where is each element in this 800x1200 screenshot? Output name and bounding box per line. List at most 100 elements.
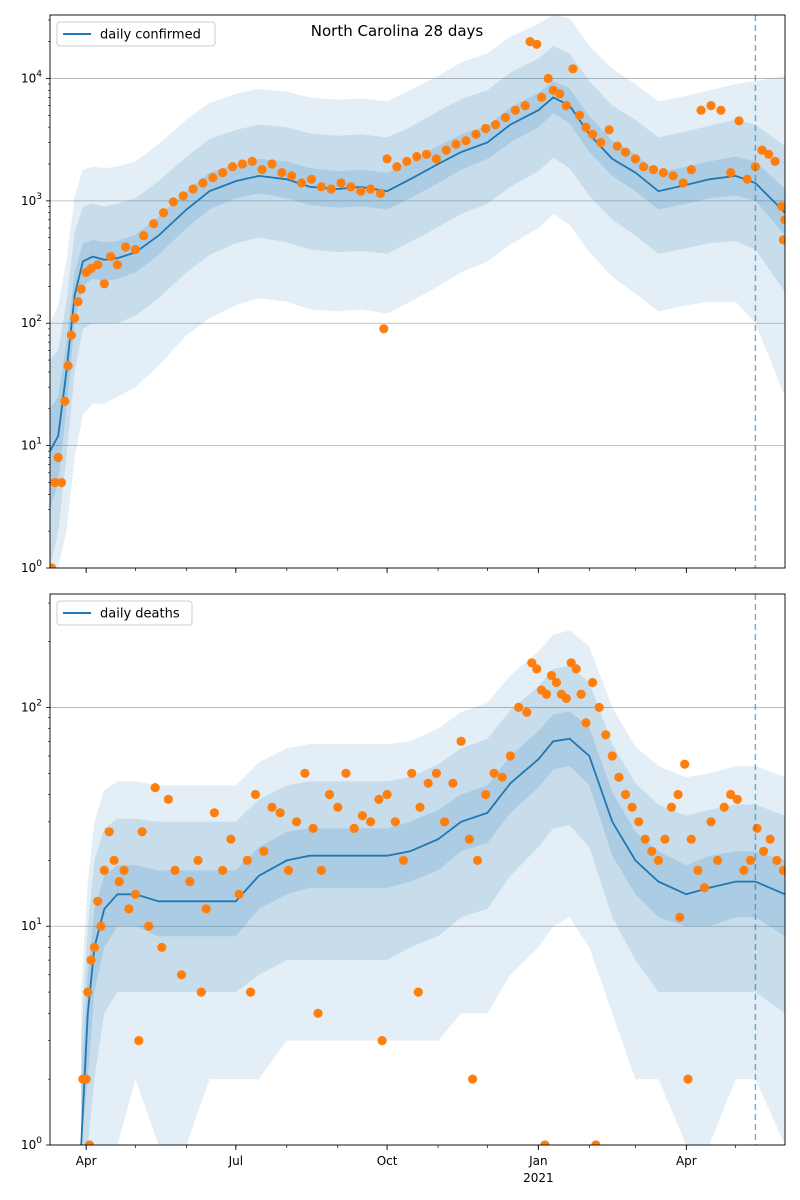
data-point xyxy=(604,125,614,135)
data-point xyxy=(382,789,392,800)
data-point xyxy=(185,877,195,887)
data-point xyxy=(778,235,785,245)
data-point xyxy=(555,89,565,99)
data-point xyxy=(468,1074,478,1084)
data-point xyxy=(209,808,219,818)
data-point xyxy=(366,184,376,194)
y-tick-label: 104 xyxy=(21,69,42,85)
data-point xyxy=(581,718,591,728)
band-outer xyxy=(50,15,785,568)
data-point xyxy=(99,865,109,876)
data-point xyxy=(542,689,552,699)
legend: daily confirmed xyxy=(56,21,216,47)
data-point xyxy=(287,171,297,181)
data-point xyxy=(134,1036,144,1046)
data-point xyxy=(778,865,785,875)
plot-area xyxy=(50,15,785,568)
data-point xyxy=(696,105,706,115)
y-tick-label: 101 xyxy=(21,437,42,453)
data-point xyxy=(527,658,537,668)
data-point xyxy=(532,664,542,674)
data-point xyxy=(491,120,501,130)
data-point xyxy=(246,987,256,997)
data-point xyxy=(683,1074,693,1084)
data-point xyxy=(540,1140,550,1145)
data-point xyxy=(537,92,547,102)
data-point xyxy=(461,136,471,146)
data-point xyxy=(481,789,491,800)
data-point xyxy=(772,855,782,866)
data-point xyxy=(66,330,76,340)
data-point xyxy=(250,789,261,800)
data-point xyxy=(297,178,307,188)
data-point xyxy=(423,778,433,788)
data-point xyxy=(627,802,637,812)
data-point xyxy=(500,112,511,123)
data-point xyxy=(780,215,785,225)
data-point xyxy=(357,811,367,821)
legend-label: daily confirmed xyxy=(100,28,201,43)
data-point xyxy=(594,702,604,713)
data-point xyxy=(614,772,624,782)
data-point xyxy=(70,313,80,323)
data-point xyxy=(53,452,63,463)
data-point xyxy=(734,116,744,126)
data-point xyxy=(176,970,187,980)
data-point xyxy=(242,855,252,866)
data-point xyxy=(316,182,326,192)
x-tick-label: Jul xyxy=(228,1154,243,1168)
data-point xyxy=(76,284,86,294)
data-point xyxy=(60,396,70,406)
data-point xyxy=(188,184,198,194)
series-line xyxy=(80,737,785,1145)
data-point xyxy=(50,563,57,568)
x-tick-label: Apr xyxy=(76,1154,97,1168)
data-point xyxy=(89,942,99,953)
data-point xyxy=(686,165,696,175)
data-point xyxy=(686,834,696,844)
data-point xyxy=(333,802,343,812)
data-point xyxy=(421,149,432,159)
data-point xyxy=(356,186,366,196)
data-point xyxy=(520,101,530,111)
data-point xyxy=(510,105,520,115)
data-point xyxy=(259,846,269,856)
data-point xyxy=(412,152,422,162)
deaths-panel: 100 101 102 Apr Jul Oct Jan Apr 2021 daily deaths xyxy=(21,593,786,1185)
data-point xyxy=(144,921,154,931)
data-point xyxy=(193,855,203,866)
data-point xyxy=(706,817,716,827)
data-point xyxy=(257,165,267,175)
data-point xyxy=(543,73,553,84)
data-point xyxy=(706,101,716,111)
data-point xyxy=(607,751,617,761)
data-point xyxy=(198,178,208,188)
data-point xyxy=(56,477,67,488)
data-point xyxy=(596,137,606,148)
data-point xyxy=(413,987,423,997)
data-point xyxy=(546,670,557,681)
data-point xyxy=(532,39,542,49)
legend-box xyxy=(56,21,216,47)
data-point xyxy=(316,865,326,876)
y-tick-label: 102 xyxy=(21,698,42,714)
data-point xyxy=(104,827,114,837)
data-point xyxy=(752,823,762,834)
y-tick-label: 100 xyxy=(21,1136,42,1152)
x-year-label: 2021 xyxy=(523,1171,554,1185)
data-point xyxy=(739,865,749,876)
data-point xyxy=(277,168,287,178)
data-point xyxy=(673,789,683,800)
data-point xyxy=(481,123,491,134)
data-point xyxy=(668,171,678,181)
data-point xyxy=(759,846,769,856)
data-point xyxy=(96,921,106,931)
y-tick-label: 103 xyxy=(21,192,42,208)
data-point xyxy=(574,110,585,120)
data-point xyxy=(647,846,657,856)
data-point xyxy=(588,677,598,688)
data-point xyxy=(267,159,277,169)
data-point xyxy=(234,889,244,899)
x-tick-label: Jan xyxy=(528,1154,548,1168)
data-point xyxy=(137,827,147,837)
